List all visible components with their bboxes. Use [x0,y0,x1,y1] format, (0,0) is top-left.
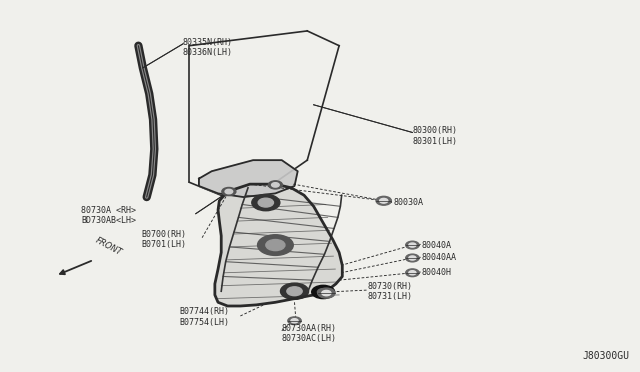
Text: 80030A: 80030A [394,198,423,207]
Text: 80040A: 80040A [422,241,452,250]
Circle shape [252,195,280,211]
Circle shape [406,254,419,262]
Text: 80300(RH)
80301(LH): 80300(RH) 80301(LH) [412,126,458,146]
Circle shape [406,241,419,249]
Circle shape [376,196,392,205]
Text: B0700(RH)
B0701(LH): B0700(RH) B0701(LH) [141,230,187,249]
Text: 80040H: 80040H [422,268,452,277]
Text: FRONT: FRONT [94,236,124,257]
Circle shape [380,198,388,203]
Text: 80730AA(RH)
80730AC(LH): 80730AA(RH) 80730AC(LH) [282,324,337,343]
Text: 80335N(RH)
80336N(LH): 80335N(RH) 80336N(LH) [183,38,233,57]
Circle shape [271,183,279,187]
Circle shape [318,288,335,298]
Circle shape [258,198,273,207]
Circle shape [288,317,301,325]
Polygon shape [199,160,298,197]
Circle shape [257,235,293,256]
Text: 80040AA: 80040AA [422,253,457,263]
Text: J80300GU: J80300GU [582,352,629,361]
Circle shape [225,189,233,194]
Circle shape [280,283,308,299]
Circle shape [312,285,335,299]
Text: B07744(RH)
B07754(LH): B07744(RH) B07754(LH) [180,307,230,327]
Text: 80730A <RH>
BD730AB<LH>: 80730A <RH> BD730AB<LH> [81,206,136,225]
Circle shape [222,187,236,196]
Circle shape [266,240,285,251]
Circle shape [322,291,331,296]
Circle shape [268,181,282,189]
Circle shape [409,243,416,247]
Circle shape [409,256,416,260]
Circle shape [317,289,329,295]
Text: 80730(RH)
80731(LH): 80730(RH) 80731(LH) [368,282,413,301]
Circle shape [406,269,419,277]
Circle shape [409,271,416,275]
Circle shape [287,287,302,296]
Circle shape [291,319,298,323]
Polygon shape [215,184,342,306]
